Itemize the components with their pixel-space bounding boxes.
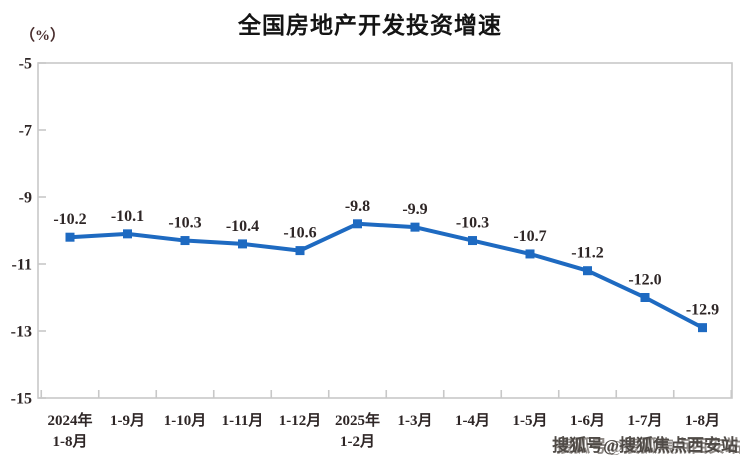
data-point-marker <box>238 239 247 249</box>
data-point-label: -9.8 <box>345 198 370 215</box>
x-axis-category-label: 1-11月 <box>222 412 264 429</box>
x-axis-category-label: 1-7月 <box>628 412 663 429</box>
trend-line <box>68 221 705 330</box>
x-axis-category-label: 1-5月 <box>513 412 548 429</box>
y-axis-unit-label: （%） <box>20 28 66 44</box>
data-point-marker <box>468 236 477 246</box>
x-axis-category-label: 2025年 <box>335 411 380 429</box>
data-point-marker <box>123 229 132 239</box>
y-axis-tick-label: -11 <box>12 257 32 274</box>
x-axis-category-label: 1-8月 <box>685 412 720 429</box>
watermark-ghost-text: 搜狐号@搜狐焦点西安站 <box>556 437 740 455</box>
data-point-marker <box>295 246 305 256</box>
x-axis-category-label: 1-10月 <box>164 412 207 429</box>
y-axis-tick-label: -7 <box>19 123 32 140</box>
x-axis-category-label: 1-8月 <box>53 433 88 450</box>
data-point-label: -10.6 <box>283 225 316 242</box>
data-point-label: -9.9 <box>402 201 427 218</box>
x-axis-category-label: 1-9月 <box>110 412 145 429</box>
data-point-label: -11.2 <box>571 245 603 262</box>
data-point-marker <box>698 323 707 333</box>
x-axis-category-label: 2024年 <box>47 411 92 429</box>
data-point-label: -12.9 <box>686 302 719 319</box>
chart-title: 全国房地产开发投资增速 <box>238 12 502 38</box>
data-point-label: -12.0 <box>628 272 661 289</box>
data-point-marker <box>65 232 75 242</box>
data-point-label: -10.2 <box>53 211 86 228</box>
plot-frame <box>37 62 733 399</box>
data-point-label: -10.4 <box>226 218 259 235</box>
data-point-label: -10.3 <box>168 215 201 232</box>
x-axis-category-label: 1-2月 <box>340 433 375 450</box>
data-point-marker <box>180 236 190 246</box>
data-point-label: -10.1 <box>111 208 144 225</box>
watermark: 搜狐号@搜狐焦点西安站 搜狐号@搜狐焦点西安站 <box>552 431 740 455</box>
y-axis-tick-label: -5 <box>19 56 32 73</box>
data-point-marker <box>525 249 535 259</box>
x-axis-category-label: 1-3月 <box>398 412 433 429</box>
x-axis-category-label: 1-6月 <box>570 412 605 429</box>
x-axis-category-label: 1-4月 <box>455 412 490 429</box>
data-point-label: -10.3 <box>456 215 489 232</box>
x-axis-category-label: 1-12月 <box>279 412 322 429</box>
data-point-marker <box>410 222 420 232</box>
data-point-marker <box>353 219 362 229</box>
data-point-label: -10.7 <box>513 228 546 245</box>
y-axis-tick-label: -9 <box>19 190 32 207</box>
watermark-text: 搜狐号@搜狐焦点西安站 <box>552 436 738 455</box>
data-point-marker <box>640 293 650 302</box>
y-axis-tick-label: -15 <box>11 391 32 408</box>
data-point-marker <box>583 266 592 276</box>
y-axis-tick-label: -13 <box>11 324 32 341</box>
